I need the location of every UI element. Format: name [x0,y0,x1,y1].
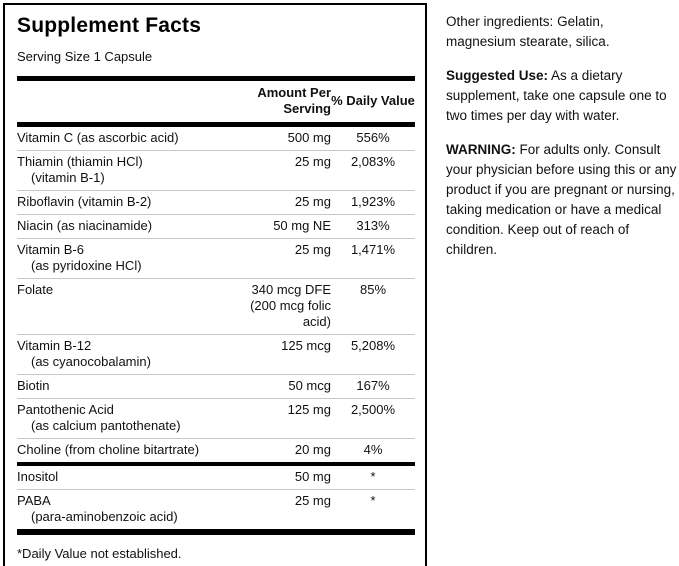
suggested-use-label: Suggested Use: [446,68,549,83]
nutrient-name: Biotin [17,378,50,393]
warning-label: WARNING: [446,142,516,157]
nutrient-amount: 25 mg [231,489,331,532]
nutrient-name: Vitamin B-6 [17,242,84,257]
nutrient-amount: 25 mg [231,238,331,279]
nutrient-row-vitamin-c: Vitamin C (as ascorbic acid) 500 mg 556% [17,125,415,151]
supplement-facts-title: Supplement Facts [17,14,202,37]
nutrient-amount: 50 mg NE [231,214,331,239]
nutrient-row-pantothenic-acid: Pantothenic Acid (as calcium pantothenat… [17,398,415,439]
nutrient-subname: (as calcium pantothenate) [31,418,181,433]
nutrient-amount: 25 mg [231,190,331,215]
nutrient-name-cell: Vitamin B-6 (as pyridoxine HCl) [17,238,231,279]
nutrient-name: Niacin (as niacinamide) [17,218,153,233]
nutrient-dv: 313% [331,214,415,239]
nutrient-dv: 4% [331,438,415,464]
supplement-facts-panel: Supplement Facts Serving Size 1 Capsule … [3,3,427,566]
nutrient-name-cell: Vitamin C (as ascorbic acid) [17,125,231,151]
nutrient-name: Vitamin C (as ascorbic acid) [17,130,179,145]
nutrient-subname: (as pyridoxine HCl) [31,258,142,273]
nutrient-row-niacin: Niacin (as niacinamide) 50 mg NE 313% [17,214,415,239]
nutrient-dv: 1,471% [331,238,415,279]
nutrient-name-cell: Pantothenic Acid (as calcium pantothenat… [17,398,231,439]
nutrient-name: Folate [17,282,54,297]
nutrient-name: Inositol [17,469,59,484]
nutrient-subname: (para-aminobenzoic acid) [31,509,178,524]
nutrient-row-vitamin-b12: Vitamin B-12 (as cyanocobalamin) 125 mcg… [17,334,415,375]
nutrient-row-vitamin-b6: Vitamin B-6 (as pyridoxine HCl) 25 mg 1,… [17,238,415,279]
nutrient-subname: (vitamin B-1) [31,170,105,185]
nutrient-row-choline: Choline (from choline bitartrate) 20 mg … [17,438,415,464]
nutrient-name-cell: Inositol [17,462,231,490]
nutrient-name-cell: Niacin (as niacinamide) [17,214,231,239]
nutrient-dv: 556% [356,130,390,145]
nutrient-name-cell: Vitamin B-12 (as cyanocobalamin) [17,334,231,375]
nutrient-row-inositol: Inositol 50 mg * [17,462,415,490]
top-thick-rule [17,76,415,81]
header-daily-value: % Daily Value [331,81,415,127]
nutrient-row-biotin: Biotin 50 mcg 167% [17,374,415,399]
daily-value-footnote: *Daily Value not established. [17,546,182,561]
nutrient-row-folate: Folate 340 mcg DFE (200 mcg folic acid) … [17,278,415,335]
nutrient-name-cell: Riboflavin (vitamin B-2) [17,190,231,215]
product-info-panel: Other ingredients: Gelatin, magnesium st… [446,12,677,274]
header-spacer [17,81,231,127]
nutrient-name: Riboflavin (vitamin B-2) [17,194,152,209]
serving-size: Serving Size 1 Capsule [17,49,153,64]
nutrient-amount: 125 mg [231,398,331,439]
nutrient-name: Vitamin B-12 [17,338,92,353]
suggested-use-text: As a dietary supplement, take one capsul… [446,68,667,123]
nutrient-dv: * [331,462,415,490]
other-ingredients-label: Other ingredients: [446,14,554,29]
nutrient-row-thiamin: Thiamin (thiamin HCl) (vitamin B-1) 25 m… [17,150,415,191]
nutrient-amount: 500 mg [287,130,331,145]
nutrient-dv: 167% [331,374,415,399]
suggested-use-paragraph: Suggested Use: As a dietary supplement, … [446,66,677,126]
nutrient-amount: 25 mg [231,150,331,191]
nutrient-amount: 125 mcg [231,334,331,375]
nutrient-subname: (as cyanocobalamin) [31,354,151,369]
nutrient-name: PABA [17,493,51,508]
warning-text: For adults only. Consult your physician … [446,142,677,257]
facts-table: Amount Per Serving % Daily Value Vitamin… [17,81,415,535]
other-ingredients-text: Gelatin, magnesium stearate, silica. [446,14,610,49]
nutrient-dv: * [331,489,415,532]
nutrient-dv: 5,208% [331,334,415,375]
warning-paragraph: WARNING: For adults only. Consult your p… [446,140,677,260]
nutrient-amount: 50 mcg [231,374,331,399]
nutrient-name: Pantothenic Acid [17,402,114,417]
header-amount-per-serving: Amount Per Serving [231,81,331,127]
nutrient-name-cell: PABA (para-aminobenzoic acid) [17,489,231,532]
nutrient-name-cell: Thiamin (thiamin HCl) (vitamin B-1) [17,150,231,191]
nutrient-dv: 2,500% [331,398,415,439]
nutrient-amount: 340 mcg DFE (200 mcg folic acid) [231,278,331,335]
nutrient-name-cell: Choline (from choline bitartrate) [17,438,231,464]
nutrient-amount: 20 mg [231,438,331,464]
nutrient-dv: 85% [331,278,415,335]
nutrient-row-riboflavin: Riboflavin (vitamin B-2) 25 mg 1,923% [17,190,415,215]
nutrient-name: Thiamin (thiamin HCl) [17,154,143,169]
other-ingredients-paragraph: Other ingredients: Gelatin, magnesium st… [446,12,677,52]
facts-header-row: Amount Per Serving % Daily Value [17,81,415,127]
nutrient-name: Choline (from choline bitartrate) [17,442,200,457]
nutrient-name-cell: Biotin [17,374,231,399]
nutrient-name-cell: Folate [17,278,231,335]
nutrient-dv: 2,083% [331,150,415,191]
nutrient-row-paba: PABA (para-aminobenzoic acid) 25 mg * [17,489,415,532]
nutrient-dv: 1,923% [331,190,415,215]
nutrient-amount: 50 mg [231,462,331,490]
